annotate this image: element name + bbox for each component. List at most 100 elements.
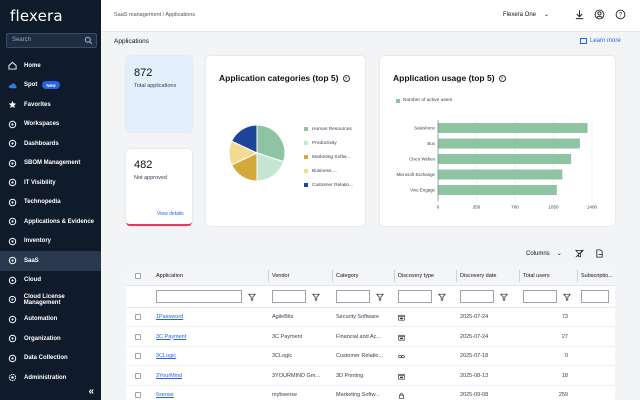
row-checkbox[interactable] xyxy=(135,353,141,359)
tenant-label: Flexera One xyxy=(503,12,537,18)
sidebar-item-workspaces[interactable]: Workspaces xyxy=(0,115,101,135)
usage-bar[interactable] xyxy=(438,185,557,195)
row-checkbox[interactable] xyxy=(135,392,141,398)
sidebar-item-saas[interactable]: SaaS xyxy=(0,251,101,271)
column-header[interactable]: Category xyxy=(336,273,359,279)
categories-legend: Human Resources Productivity Marketing Sof… xyxy=(304,122,353,192)
filter-icon[interactable] xyxy=(500,293,508,301)
pie-slice[interactable] xyxy=(230,124,258,154)
sidebar-item-favorites[interactable]: Favorites xyxy=(0,95,101,115)
sidebar-item-label: Technopedia xyxy=(24,199,61,206)
column-header[interactable]: Discovery date xyxy=(460,273,497,279)
sidebar-item-home[interactable]: Home xyxy=(0,56,101,76)
filter-icon[interactable] xyxy=(376,293,384,301)
table-row[interactable]: 6sense mybsense Marketing Softw... 2025-09-… xyxy=(126,386,615,400)
column-header[interactable]: Application xyxy=(156,273,183,279)
table-row[interactable]: 3C Payment 3C Payment Financial and Ac... 2… xyxy=(126,328,615,347)
collapse-sidebar-icon[interactable]: « xyxy=(88,386,94,397)
legend-item[interactable]: Human Resources xyxy=(304,122,353,136)
column-filter-input[interactable] xyxy=(398,290,432,303)
search-icon[interactable] xyxy=(84,36,93,45)
column-filter-input[interactable] xyxy=(523,290,557,303)
select-all-checkbox[interactable] xyxy=(135,273,141,279)
sidebar-item-label: Inventory xyxy=(24,238,52,245)
column-resize-handle[interactable] xyxy=(332,270,333,282)
sidebar-item-cloud[interactable]: Cloud xyxy=(0,271,101,291)
column-filter-input[interactable] xyxy=(156,290,242,303)
clear-filter-icon[interactable] xyxy=(575,249,584,258)
vendor-cell: 3YOURMIND Gm... xyxy=(272,372,320,379)
help-icon[interactable]: ? xyxy=(615,9,626,20)
info-icon[interactable]: ? xyxy=(342,75,350,82)
sidebar-item-inventory[interactable]: Inventory xyxy=(0,232,101,252)
row-checkbox[interactable] xyxy=(135,372,141,379)
columns-button[interactable]: Columns ⌄ xyxy=(526,250,562,257)
table-row[interactable]: 3CLogic 3CLogic Customer Relatio... 2025-07… xyxy=(126,347,615,366)
info-icon[interactable]: ? xyxy=(498,75,506,82)
column-filter-input[interactable] xyxy=(272,290,306,303)
sidebar-item-cloud-license-management[interactable]: Cloud License Management xyxy=(0,290,101,310)
application-link[interactable]: 6sense xyxy=(156,392,174,398)
column-resize-handle[interactable] xyxy=(456,270,457,282)
column-filter-input[interactable] xyxy=(336,290,370,303)
sidebar-item-spot[interactable]: Spot New xyxy=(0,76,101,96)
usage-bar[interactable] xyxy=(438,138,580,149)
user-icon[interactable] xyxy=(594,9,605,20)
legend-item[interactable]: Productivity xyxy=(304,136,353,150)
sidebar-search-input[interactable]: Search xyxy=(6,33,97,48)
flexera-logo[interactable]: flexera xyxy=(10,7,63,25)
download-icon[interactable] xyxy=(574,9,585,20)
sidebar-item-organization[interactable]: Organization xyxy=(0,329,101,349)
usage-bar[interactable] xyxy=(438,169,563,180)
total-applications-card[interactable]: 872 Total applications xyxy=(126,56,192,132)
application-link[interactable]: 3YourMind xyxy=(156,372,183,379)
sidebar-item-technopedia[interactable]: Technopedia xyxy=(0,193,101,213)
application-link[interactable]: 3CLogic xyxy=(156,353,177,359)
row-checkbox[interactable] xyxy=(135,314,141,320)
vendor-cell: mybsense xyxy=(272,392,298,398)
sidebar-item-dashboards[interactable]: Dashboards xyxy=(0,134,101,154)
column-filter-input[interactable] xyxy=(460,290,494,303)
legend-item[interactable]: Business ... xyxy=(304,164,353,178)
usage-bar[interactable] xyxy=(438,154,572,164)
column-filter-input[interactable] xyxy=(581,290,609,303)
column-header[interactable]: Discovery type xyxy=(398,273,435,279)
application-link[interactable]: 3C Payment xyxy=(156,333,187,340)
sidebar-item-applications-evidence[interactable]: Applications & Evidence xyxy=(0,212,101,232)
link-icon xyxy=(398,355,405,358)
pie-slice[interactable] xyxy=(256,124,286,163)
application-link[interactable]: 1Password xyxy=(156,314,184,320)
inventory-icon xyxy=(8,237,17,245)
filter-icon[interactable] xyxy=(248,293,256,301)
legend-swatch xyxy=(304,169,308,173)
filter-icon[interactable] xyxy=(438,293,446,301)
row-checkbox[interactable] xyxy=(135,333,141,340)
sidebar-item-sbom-management[interactable]: SBOM Management xyxy=(0,154,101,174)
filter-icon[interactable] xyxy=(563,293,571,301)
sidebar-item-automation[interactable]: Automation xyxy=(0,310,101,330)
cloud-icon xyxy=(8,83,17,88)
column-resize-handle[interactable] xyxy=(519,270,520,282)
view-details-link[interactable]: View details xyxy=(157,211,184,217)
column-resize-handle[interactable] xyxy=(577,270,578,282)
legend-item[interactable]: Marketing Softw... xyxy=(304,150,353,164)
vendor-cell: 3CLogic xyxy=(272,353,293,359)
column-resize-handle[interactable] xyxy=(268,270,269,282)
table-row[interactable]: 1Password AgileBits Security Software 2025-… xyxy=(126,308,615,327)
filter-icon[interactable] xyxy=(312,293,320,301)
chevron-down-icon: ⌄ xyxy=(556,251,562,257)
sidebar-item-it-visibility[interactable]: IT Visibility xyxy=(0,173,101,193)
column-header[interactable]: Subscriptio... xyxy=(581,273,613,279)
sidebar-item-data-collection[interactable]: Data Collection xyxy=(0,349,101,369)
tenant-selector[interactable]: Flexera One ⌄ xyxy=(503,11,549,18)
export-icon[interactable] xyxy=(595,249,604,258)
column-resize-handle[interactable] xyxy=(394,270,395,282)
learn-more-link[interactable]: Learn more xyxy=(580,38,621,44)
column-header[interactable]: Total users xyxy=(523,273,550,279)
usage-bar[interactable] xyxy=(438,123,588,133)
table-row[interactable]: 3YourMind 3YOURMIND Gm... 3D Printing 2025-… xyxy=(126,367,615,386)
legend-item[interactable]: Customer Relatio... xyxy=(304,178,353,192)
column-header[interactable]: Vendor xyxy=(272,273,290,279)
sidebar-item-administration[interactable]: Administration xyxy=(0,368,101,388)
breadcrumb[interactable]: SaaS management / Applications xyxy=(114,12,196,18)
